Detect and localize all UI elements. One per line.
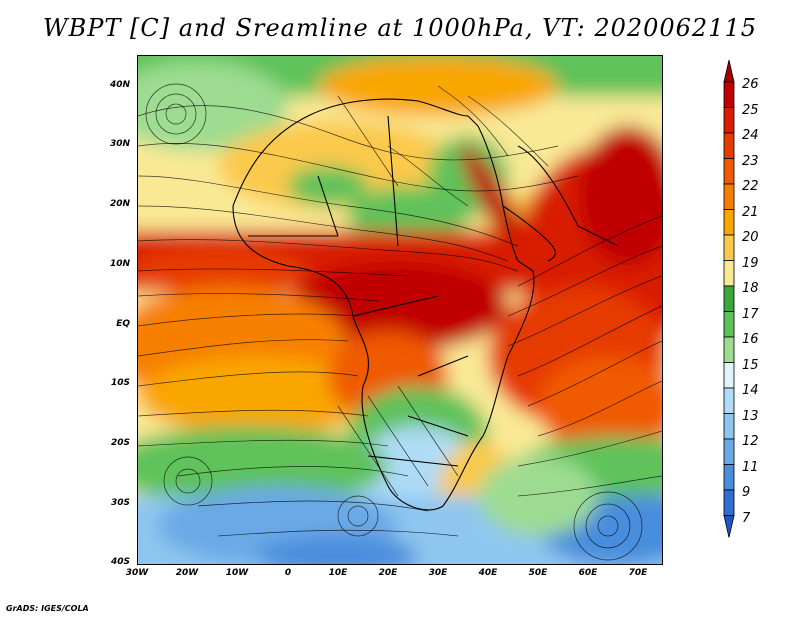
colorbar [723,60,735,538]
colorbar-label-26: 26 [742,77,759,92]
colorbar-label-9: 9 [742,485,751,500]
colorbar-label-14: 14 [742,383,759,398]
colorbar-label-16: 16 [742,332,759,347]
colorbar-label-17: 17 [742,307,759,322]
colorbar-box-5 [723,183,735,210]
colorbar-arrow-bottom [723,515,735,538]
colorbar-arrow-top [723,60,735,83]
lon-label-0: 0 [284,568,292,578]
colorbar-label-19: 19 [742,256,759,271]
country-borders [232,98,619,511]
colorbar-box-12 [723,362,735,389]
colorbar-box-4 [723,158,735,185]
lon-label-20e: 20E [378,568,398,578]
colorbar-box-2 [723,107,735,134]
colorbar-box-1 [723,81,735,108]
colorbar-label-24: 24 [742,128,759,143]
colorbar-label-25: 25 [742,103,759,118]
colorbar-box-3 [723,132,735,159]
colorbar-label-7: 7 [742,511,751,526]
map-panel [137,55,663,565]
colorbar-label-11: 11 [742,460,759,475]
colorbar-box-10 [723,311,735,338]
lon-label-20w: 20W [175,568,199,578]
lon-label-50e: 50E [528,568,548,578]
lon-label-60e: 60E [578,568,598,578]
colorbar-segments [723,60,735,538]
colorbar-label-18: 18 [742,281,759,296]
lon-label-40e: 40E [478,568,498,578]
colorbar-box-16 [723,464,735,491]
colorbar-box-9 [723,285,735,312]
colorbar-box-7 [723,234,735,261]
colorbar-label-20: 20 [742,230,759,245]
colorbar-box-6 [723,209,735,236]
colorbar-box-15 [723,438,735,465]
lat-label-40s: 40S [110,557,130,567]
colorbar-box-13 [723,387,735,414]
temperature-field [138,56,662,564]
colorbar-label-13: 13 [742,409,759,424]
lat-label-eq: EQ [116,319,130,329]
lat-label-10n: 10N [109,259,130,269]
lat-label-20n: 20N [109,199,130,209]
lon-label-10w: 10W [225,568,249,578]
lat-label-10s: 10S [110,378,130,388]
grads-credit: GrADS: IGES/COLA [6,604,89,613]
colorbar-label-22: 22 [742,179,759,194]
colorbar-box-14 [723,413,735,440]
lat-label-30s: 30S [110,498,130,508]
colorbar-label-15: 15 [742,358,759,373]
lon-label-10e: 10E [328,568,348,578]
lon-label-30e: 30E [428,568,448,578]
lat-label-30n: 30N [109,139,130,149]
lon-label-70e: 70E [628,568,648,578]
map-title: WBPT [C] and Sreamline at 1000hPa, VT: 2… [42,14,758,42]
lat-label-20s: 20S [110,438,130,448]
lon-label-30w: 30W [125,568,149,578]
colorbar-label-23: 23 [742,154,759,169]
streamlines [138,83,662,561]
wbpt-streamline-map [138,56,662,564]
colorbar-label-21: 21 [742,205,759,220]
colorbar-box-11 [723,336,735,363]
colorbar-box-8 [723,260,735,287]
colorbar-label-12: 12 [742,434,759,449]
colorbar-box-17 [723,489,735,516]
lat-label-40n: 40N [109,80,130,90]
